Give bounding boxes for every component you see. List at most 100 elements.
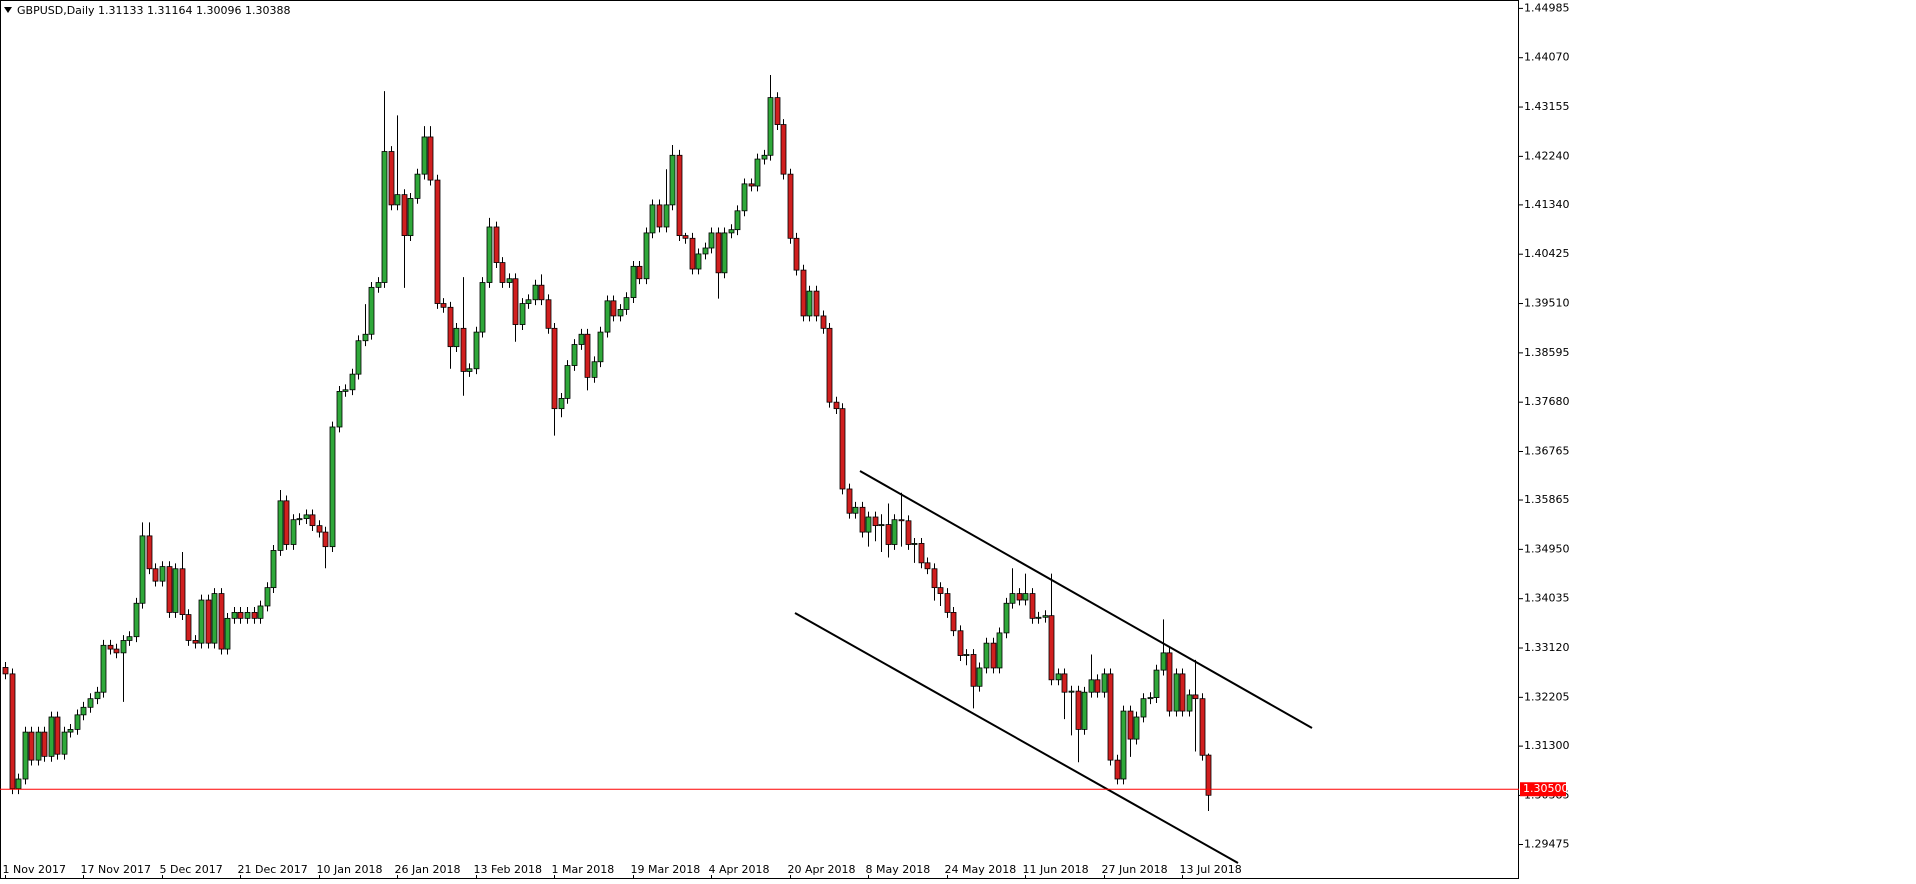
candle-body	[48, 716, 55, 757]
candle-body	[1199, 698, 1206, 756]
candle-body	[1160, 652, 1167, 671]
candle-body	[224, 617, 231, 650]
candle-body	[74, 714, 81, 730]
candle-body	[689, 237, 696, 270]
y-tick-label: 1.34950	[1524, 542, 1570, 555]
candle-body	[126, 636, 133, 641]
y-tick-label: 1.37680	[1524, 395, 1570, 408]
candle-body	[813, 290, 820, 317]
price-label: 1.30500	[1523, 782, 1569, 795]
candle-body	[264, 587, 271, 607]
candle-body	[166, 566, 173, 613]
candle-body	[309, 514, 316, 527]
candle-body	[1009, 593, 1016, 604]
candle-body	[708, 232, 715, 249]
candle-body	[1186, 694, 1193, 712]
candle-body	[885, 524, 892, 545]
candle-body	[1081, 691, 1088, 730]
candle-body	[349, 373, 356, 391]
candle-body	[1068, 690, 1075, 693]
y-tick-label: 1.32205	[1524, 690, 1570, 703]
candle-body	[257, 605, 264, 619]
candle-body	[22, 731, 29, 780]
candle-body	[394, 194, 401, 206]
candle-body	[486, 226, 493, 283]
upper-trendline	[859, 470, 1313, 729]
x-tick-label: 8 May 2018	[866, 863, 931, 876]
candle-body	[342, 389, 349, 392]
candle-body	[1075, 690, 1082, 730]
menu-arrow[interactable]	[4, 7, 12, 13]
candle-body	[277, 500, 284, 551]
candle-body	[1153, 669, 1160, 698]
candle-body	[237, 612, 244, 619]
candle-body	[754, 158, 761, 187]
candle-body	[846, 488, 853, 514]
candle-body	[414, 173, 421, 199]
candle-body	[669, 154, 676, 206]
x-tick-label: 1 Mar 2018	[552, 863, 615, 876]
candle-body	[139, 535, 146, 604]
candle-body	[362, 333, 369, 342]
candle-body	[159, 566, 166, 582]
candle-body	[146, 535, 153, 570]
plot-frame	[0, 0, 1519, 879]
candle-body	[578, 333, 585, 345]
y-tick-label: 1.42240	[1524, 149, 1570, 162]
y-tick-label: 1.33120	[1524, 641, 1570, 654]
candle-body	[303, 514, 310, 520]
candle-body	[113, 648, 120, 654]
candle-body	[133, 602, 140, 638]
candle-body	[734, 210, 741, 231]
candle-body	[67, 729, 74, 733]
candle-body	[859, 506, 866, 533]
candle-body	[192, 640, 199, 644]
candle-body	[54, 716, 61, 755]
lower-trendline	[794, 612, 1239, 864]
chart-title: GBPUSD,Daily 1.31133 1.31164 1.30096 1.3…	[17, 4, 290, 17]
candle-body	[800, 269, 807, 317]
candle-body	[35, 731, 42, 761]
candle-body	[695, 253, 702, 270]
candle-body	[1094, 679, 1101, 693]
candle-body	[728, 229, 735, 234]
candle-body	[617, 309, 624, 317]
candle-body	[761, 154, 768, 160]
candle-body	[931, 568, 938, 589]
x-tick-label: 26 Jan 2018	[395, 863, 461, 876]
candle-body	[15, 778, 22, 790]
candle-body	[891, 519, 898, 545]
candle-body	[865, 516, 872, 533]
candle-body	[623, 297, 630, 310]
y-tick-label: 1.44070	[1524, 51, 1570, 64]
candle-body	[1120, 710, 1127, 780]
candle-body	[898, 519, 905, 522]
candle-body	[466, 368, 473, 372]
candle-body	[499, 262, 506, 283]
y-tick-label: 1.40425	[1524, 247, 1570, 260]
candle-body	[571, 344, 578, 366]
x-tick-label: 1 Nov 2017	[3, 863, 66, 876]
candle-body	[87, 698, 94, 708]
candle-body	[1107, 673, 1114, 761]
candle-body	[1022, 593, 1029, 601]
candle-body	[283, 500, 290, 545]
candle-body	[976, 667, 983, 687]
candle-body	[9, 673, 16, 790]
candle-body	[336, 391, 343, 428]
candle-body	[774, 97, 781, 125]
candle-body	[1147, 697, 1154, 700]
candle-body	[322, 531, 329, 548]
candle-body	[591, 361, 598, 378]
candle-body	[983, 642, 990, 669]
candle-body	[597, 331, 604, 363]
candle-body	[767, 97, 774, 156]
candle-body	[990, 642, 997, 669]
candle-body	[296, 518, 303, 521]
candle-body	[329, 426, 336, 548]
candle-body	[702, 247, 709, 255]
x-tick-label: 11 Jun 2018	[1023, 863, 1089, 876]
y-tick-label: 1.41340	[1524, 198, 1570, 211]
candle-body	[872, 516, 879, 527]
